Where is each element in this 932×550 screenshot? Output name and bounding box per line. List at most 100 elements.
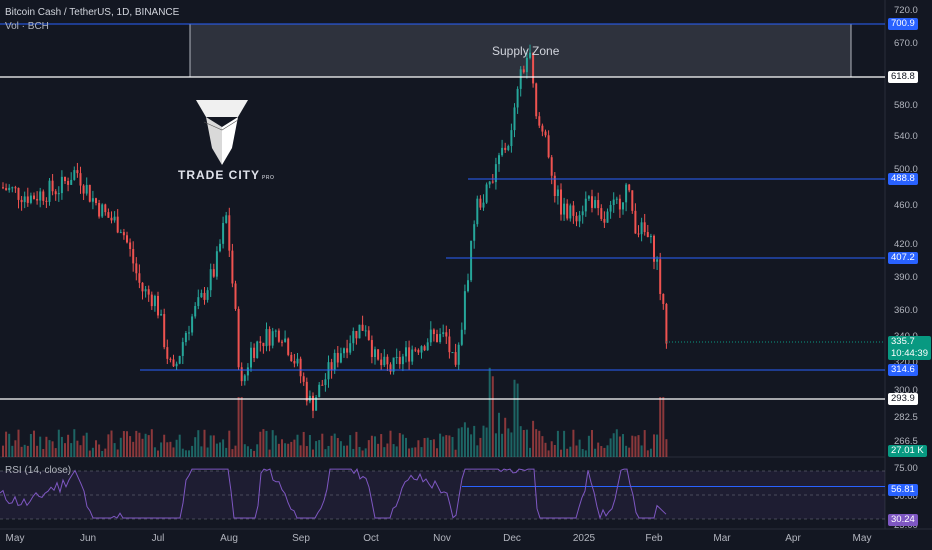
- candle-body: [659, 259, 662, 294]
- volume-bar: [405, 437, 407, 457]
- candle-body: [51, 180, 54, 192]
- volume-bar: [401, 434, 404, 457]
- volume-bar: [628, 447, 631, 457]
- candle-body: [618, 198, 621, 210]
- candle-body: [8, 187, 11, 191]
- candle-body: [327, 362, 330, 380]
- time-tick: Apr: [785, 533, 801, 544]
- volume-bar: [556, 430, 559, 457]
- volume-bar: [243, 444, 246, 457]
- volume-bar: [54, 448, 57, 457]
- volume-bar: [172, 447, 175, 457]
- volume-bar: [634, 436, 637, 457]
- volume-bar: [553, 444, 556, 457]
- volume-bar: [473, 425, 476, 457]
- candle-body: [649, 235, 652, 238]
- volume-bar: [206, 447, 209, 457]
- volume-bar: [352, 448, 355, 457]
- candle-body: [240, 367, 243, 382]
- trade-city-logo: [196, 100, 248, 165]
- volume-bar: [113, 443, 116, 457]
- volume-bar: [618, 436, 621, 457]
- price-tick: 720.0: [894, 5, 918, 16]
- volume-bar: [665, 439, 668, 457]
- candle-body: [622, 202, 624, 210]
- candle-body: [312, 395, 314, 411]
- volume-bar: [504, 417, 507, 457]
- volume-bar: [14, 440, 17, 457]
- volume-bar: [271, 430, 274, 457]
- volume-legend[interactable]: Vol · BCH: [5, 21, 49, 32]
- candle-body: [119, 232, 122, 234]
- rsi-tick: 75.00: [894, 463, 918, 474]
- volume-bar: [305, 446, 308, 457]
- candle-body: [603, 218, 606, 223]
- volume-bar: [129, 436, 132, 457]
- volume-bar: [321, 433, 324, 457]
- volume-bar: [175, 439, 178, 457]
- time-tick: May: [852, 533, 872, 544]
- candle-body: [5, 188, 8, 191]
- candle-body: [54, 191, 57, 195]
- symbol-title[interactable]: Bitcoin Cash / TetherUS, 1D, BINANCE: [5, 7, 180, 18]
- logo-inner-line: [203, 119, 239, 131]
- candle-body: [20, 199, 23, 203]
- volume-bar: [597, 442, 600, 457]
- volume-bar: [281, 439, 283, 457]
- candle-body: [532, 52, 535, 84]
- candle-body: [234, 283, 237, 309]
- candle-body: [107, 212, 110, 218]
- volume-bar: [470, 434, 473, 457]
- price-tick: 320.0: [894, 357, 918, 368]
- candle-body: [454, 352, 457, 365]
- volume-bar: [64, 443, 66, 457]
- volume-bar: [42, 449, 45, 457]
- candle-body: [587, 196, 590, 199]
- candle-body: [150, 294, 153, 307]
- volume-bar: [259, 431, 262, 457]
- candle-body: [541, 125, 544, 132]
- volume-bar: [200, 446, 203, 457]
- volume-bar: [408, 448, 411, 457]
- volume-bar: [141, 438, 144, 457]
- candle-body: [405, 347, 407, 357]
- candle-body: [516, 88, 519, 108]
- candle-body: [358, 324, 361, 339]
- rsi-legend[interactable]: RSI (14, close): [5, 465, 72, 476]
- candle-body: [126, 235, 128, 243]
- candle-body: [463, 291, 466, 330]
- volume-bar: [147, 435, 150, 457]
- candle-body: [470, 240, 473, 281]
- volume-bar: [101, 450, 104, 457]
- rsi-value-badge: 30.24: [888, 514, 918, 526]
- candle-body: [281, 341, 283, 343]
- volume-bar: [293, 439, 296, 457]
- candle-body: [82, 185, 85, 194]
- candle-body: [501, 147, 504, 156]
- candle-body: [355, 331, 358, 339]
- volume-bar: [116, 449, 119, 457]
- candle-body: [442, 332, 445, 334]
- volume-bar: [411, 447, 414, 457]
- candle-body: [436, 334, 438, 342]
- volume-bar: [637, 435, 640, 457]
- price-tick: 670.0: [894, 38, 918, 49]
- candles: [2, 44, 668, 419]
- volume-bar: [343, 445, 345, 457]
- volume-bar: [482, 425, 485, 457]
- candle-body: [482, 202, 485, 208]
- volume-bar: [513, 379, 516, 457]
- candle-body: [339, 353, 342, 363]
- candle-body: [73, 170, 76, 180]
- volume-bar: [346, 445, 349, 457]
- rsi-band: [0, 471, 885, 519]
- volume-bar: [445, 435, 448, 457]
- volume-bar: [488, 367, 491, 457]
- volume-bar: [494, 433, 497, 457]
- candle-body: [513, 107, 516, 131]
- candle-body: [110, 217, 113, 221]
- candle-body: [88, 184, 91, 202]
- candle-body: [101, 204, 104, 217]
- volume-bar: [563, 430, 566, 457]
